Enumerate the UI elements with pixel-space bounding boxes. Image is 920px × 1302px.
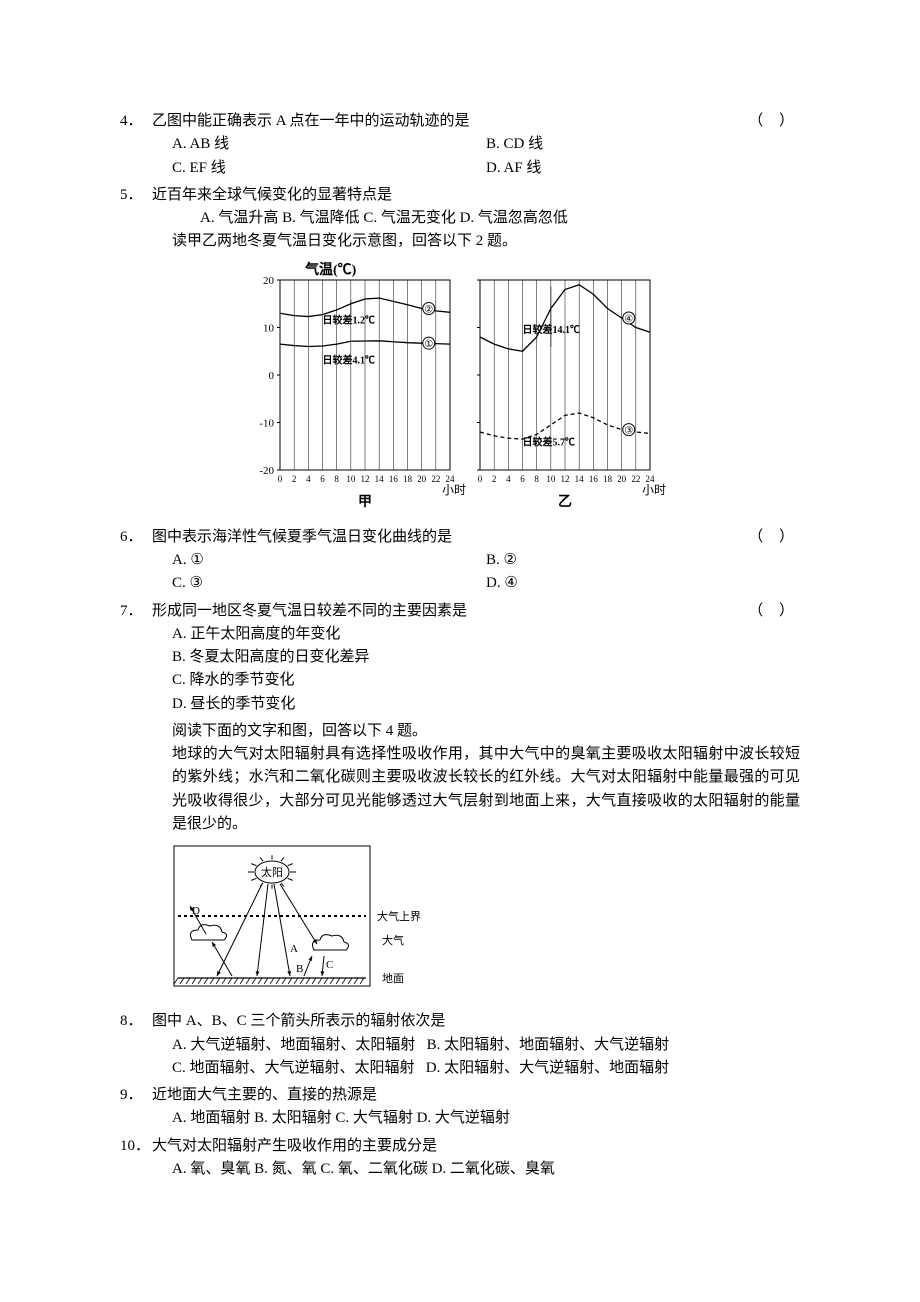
q9-num: 9． bbox=[120, 1084, 152, 1107]
q4-optC: C. EF 线 bbox=[172, 157, 486, 180]
svg-text:8: 8 bbox=[534, 474, 539, 484]
svg-text:12: 12 bbox=[361, 474, 370, 484]
q9-text: 近地面大气主要的、直接的热源是 bbox=[152, 1084, 800, 1107]
q5-num: 5． bbox=[120, 184, 152, 207]
svg-text:0: 0 bbox=[269, 370, 275, 382]
passage-intro: 阅读下面的文字和图，回答以下 4 题。 bbox=[172, 720, 800, 743]
svg-text:22: 22 bbox=[431, 474, 440, 484]
q4-optD: D. AF 线 bbox=[486, 157, 800, 180]
svg-text:22: 22 bbox=[631, 474, 640, 484]
q6-text: 图中表示海洋性气候夏季气温日变化曲线的是 bbox=[152, 526, 748, 549]
svg-text:18: 18 bbox=[403, 474, 413, 484]
q5-intro: 读甲乙两地冬夏气温日变化示意图，回答以下 2 题。 bbox=[172, 230, 800, 253]
q4-num: 4． bbox=[120, 110, 152, 133]
q6-num: 6． bbox=[120, 526, 152, 549]
svg-text:10: 10 bbox=[263, 322, 275, 334]
q8-text: 图中 A、B、C 三个箭头所表示的辐射依次是 bbox=[152, 1010, 800, 1033]
q8-optC: C. 地面辐射、大气逆辐射、太阳辐射 bbox=[172, 1060, 415, 1076]
svg-text:D: D bbox=[192, 905, 200, 917]
question-4: 4． 乙图中能正确表示 A 点在一年中的运动轨迹的是 （ ） A. AB 线 B… bbox=[120, 110, 800, 180]
svg-text:④: ④ bbox=[624, 314, 633, 325]
passage-body: 地球的大气对太阳辐射具有选择性吸收作用，其中大气中的臭氧主要吸收太阳辐射中波长较… bbox=[172, 743, 800, 836]
svg-text:14: 14 bbox=[375, 474, 385, 484]
svg-text:20: 20 bbox=[263, 275, 275, 287]
q4-optB: B. CD 线 bbox=[486, 133, 800, 156]
svg-text:0: 0 bbox=[278, 474, 283, 484]
q8-optB: B. 太阳辐射、地面辐射、大气逆辐射 bbox=[427, 1037, 670, 1053]
q7-optA: A. 正午太阳高度的年变化 bbox=[172, 623, 800, 646]
q10-opts: A. 氧、臭氧 B. 氮、氧 C. 氧、二氧化碳 D. 二氧化碳、臭氧 bbox=[172, 1158, 800, 1181]
q5-opts: A. 气温升高 B. 气温降低 C. 气温无变化 D. 气温忽高忽低 bbox=[200, 207, 800, 230]
svg-text:-20: -20 bbox=[259, 465, 274, 477]
svg-text:12: 12 bbox=[561, 474, 570, 484]
svg-text:地面: 地面 bbox=[382, 972, 404, 985]
q7-optB: B. 冬夏太阳高度的日变化差异 bbox=[172, 646, 800, 669]
radiation-diagram: 太阳大气上界大气地面 D AB C bbox=[172, 844, 800, 1002]
q4-paren: （ ） bbox=[748, 110, 800, 133]
svg-text:③: ③ bbox=[624, 425, 633, 436]
question-7: 7． 形成同一地区冬夏气温日较差不同的主要因素是 （ ） A. 正午太阳高度的年… bbox=[120, 600, 800, 716]
svg-text:0: 0 bbox=[478, 474, 483, 484]
q5-text: 近百年来全球气候变化的显著特点是 bbox=[152, 184, 800, 207]
svg-text:20: 20 bbox=[417, 474, 427, 484]
svg-text:太阳: 太阳 bbox=[261, 866, 283, 879]
question-6: 6． 图中表示海洋性气候夏季气温日变化曲线的是 （ ） A. ① B. ② C.… bbox=[120, 526, 800, 596]
q9-opts: A. 地面辐射 B. 太阳辐射 C. 大气辐射 D. 大气逆辐射 bbox=[172, 1107, 800, 1130]
q8-optA: A. 大气逆辐射、地面辐射、太阳辐射 bbox=[172, 1037, 415, 1053]
svg-text:2: 2 bbox=[492, 474, 497, 484]
svg-text:日较差5.7℃: 日较差5.7℃ bbox=[523, 435, 576, 448]
q6-optB: B. ② bbox=[486, 549, 800, 572]
svg-text:14: 14 bbox=[575, 474, 585, 484]
svg-text:10: 10 bbox=[546, 474, 556, 484]
q7-paren: （ ） bbox=[748, 600, 800, 623]
q6-paren: （ ） bbox=[748, 526, 800, 549]
q6-optC: C. ③ bbox=[172, 572, 486, 595]
q6-optD: D. ④ bbox=[486, 572, 800, 595]
svg-text:20: 20 bbox=[617, 474, 627, 484]
q10-num: 10． bbox=[120, 1135, 152, 1158]
q8-optD: D. 太阳辐射、大气逆辐射、地面辐射 bbox=[426, 1060, 669, 1076]
q6-optA: A. ① bbox=[172, 549, 486, 572]
svg-text:A: A bbox=[290, 943, 298, 955]
svg-text:气温(℃): 气温(℃) bbox=[304, 261, 357, 278]
svg-text:6: 6 bbox=[320, 474, 325, 484]
svg-text:日较差4.1℃: 日较差4.1℃ bbox=[323, 353, 376, 366]
svg-text:16: 16 bbox=[389, 474, 399, 484]
svg-text:小时: 小时 bbox=[442, 483, 466, 497]
svg-text:18: 18 bbox=[603, 474, 613, 484]
svg-text:2: 2 bbox=[292, 474, 297, 484]
question-5: 5． 近百年来全球气候变化的显著特点是 A. 气温升高 B. 气温降低 C. 气… bbox=[120, 184, 800, 254]
svg-text:8: 8 bbox=[334, 474, 339, 484]
svg-text:-10: -10 bbox=[259, 417, 274, 429]
q7-optD: D. 昼长的季节变化 bbox=[172, 693, 800, 716]
svg-text:甲: 甲 bbox=[358, 494, 372, 510]
question-9: 9． 近地面大气主要的、直接的热源是 A. 地面辐射 B. 太阳辐射 C. 大气… bbox=[120, 1084, 800, 1131]
svg-text:小时: 小时 bbox=[642, 483, 666, 497]
q7-optC: C. 降水的季节变化 bbox=[172, 669, 800, 692]
svg-text:①: ① bbox=[424, 339, 433, 350]
svg-text:C: C bbox=[326, 959, 333, 971]
svg-text:B: B bbox=[296, 963, 303, 975]
svg-text:10: 10 bbox=[346, 474, 356, 484]
svg-text:日较差14.1℃: 日较差14.1℃ bbox=[523, 322, 581, 335]
svg-text:日较差1.2℃: 日较差1.2℃ bbox=[323, 313, 376, 326]
temperature-chart: 气温(℃)20100-10-20024681012141618202224小时甲… bbox=[120, 260, 800, 518]
q8-num: 8． bbox=[120, 1010, 152, 1033]
svg-text:大气: 大气 bbox=[382, 933, 404, 947]
q7-text: 形成同一地区冬夏气温日较差不同的主要因素是 bbox=[152, 600, 748, 623]
svg-text:4: 4 bbox=[506, 474, 511, 484]
svg-text:乙: 乙 bbox=[558, 494, 572, 510]
svg-text:大气上界: 大气上界 bbox=[377, 909, 421, 923]
q4-text: 乙图中能正确表示 A 点在一年中的运动轨迹的是 bbox=[152, 110, 748, 133]
svg-text:②: ② bbox=[424, 304, 433, 315]
svg-text:6: 6 bbox=[520, 474, 525, 484]
q4-optA: A. AB 线 bbox=[172, 133, 486, 156]
svg-text:4: 4 bbox=[306, 474, 311, 484]
question-10: 10． 大气对太阳辐射产生吸收作用的主要成分是 A. 氧、臭氧 B. 氮、氧 C… bbox=[120, 1135, 800, 1182]
svg-text:16: 16 bbox=[589, 474, 599, 484]
q7-num: 7． bbox=[120, 600, 152, 623]
question-8: 8． 图中 A、B、C 三个箭头所表示的辐射依次是 A. 大气逆辐射、地面辐射、… bbox=[120, 1010, 800, 1080]
q10-text: 大气对太阳辐射产生吸收作用的主要成分是 bbox=[152, 1135, 800, 1158]
